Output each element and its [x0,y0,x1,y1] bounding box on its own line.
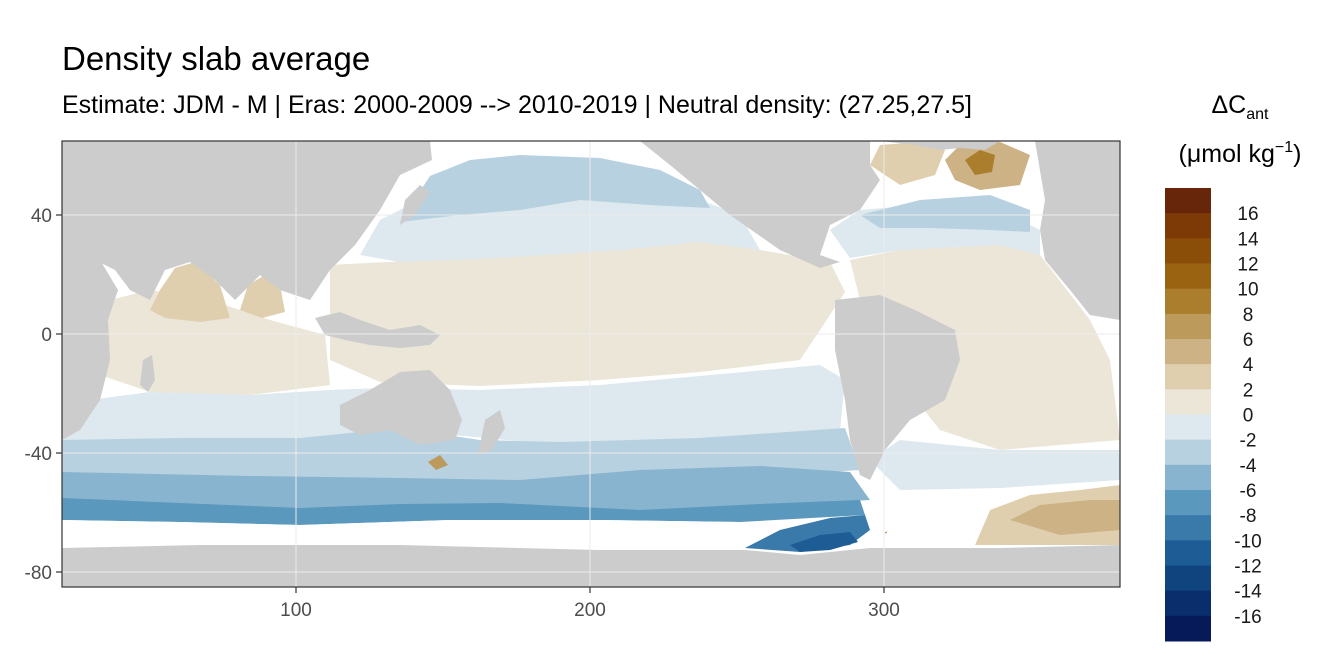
field-pacific-tropical [330,242,845,386]
panel-border [61,140,1121,588]
legend-label: -10 [1234,531,1261,552]
legend-label: -14 [1234,582,1262,603]
legend-label: -6 [1240,481,1257,502]
land [62,141,1120,587]
field-north-atlantic-blue [860,195,1030,232]
legend-bin [1165,515,1211,541]
field-southern-ocean-dark [62,466,870,512]
legend-bin [1165,389,1211,415]
legend-bin [1165,540,1211,566]
x-tick-label-200: 200 [574,600,606,621]
plot-title: Density slab average [62,40,371,77]
y-tick-label-neg80: -80 [25,563,52,584]
legend-bin [1165,263,1211,290]
legend-labels: 16 14 12 10 8 6 4 2 0 -2 -4 -6 -8 -10 -12 -14 -16 [1234,204,1262,628]
legend-bin [1165,288,1211,315]
field-antarctic-pacific-core [790,532,858,552]
legend-bin [1165,565,1211,592]
grid [62,141,1120,587]
legend-label: 4 [1243,355,1254,376]
field-southern-ocean-darker [62,498,865,525]
field-arabian-sea [150,262,230,322]
legend-unit: (μmol kg−1) [1179,139,1302,168]
legend-label: -12 [1234,557,1261,578]
legend-title: ΔCant [1211,91,1269,123]
x-axis-ticks [295,587,885,593]
legend-label: 0 [1243,406,1254,427]
legend-unit-exponent: −1 [1275,139,1293,156]
legend-label: -2 [1240,431,1257,452]
land-africa [62,250,118,440]
land-south-america [835,295,960,480]
legend-label: -8 [1240,506,1257,527]
y-tick-label-40: 40 [31,206,52,227]
land-madagascar [140,355,155,392]
plot-subtitle: Estimate: JDM - M | Eras: 2000-2009 --> … [62,91,972,119]
land-new-zealand [478,410,505,455]
field-indian-tan [95,290,330,395]
legend-bin [1165,590,1211,617]
land-eurasia [62,141,432,300]
land-australia [340,370,462,445]
legend-bin [1165,490,1211,516]
land-greenland [880,141,1000,150]
legend-label: 14 [1237,229,1259,250]
land-maritime-continent [315,312,440,348]
legend-bin [1165,414,1211,441]
y-axis-ticks [56,214,62,573]
legend-title-subscript: ant [1246,106,1269,123]
map-panel [62,141,1120,587]
legend-bin [1165,615,1211,642]
field-north-pacific-subpolar [400,155,710,222]
x-tick-label-300: 300 [868,600,900,621]
legend-bin [1165,364,1211,390]
legend-colorbar [1165,188,1211,642]
land-europe [1035,141,1120,320]
legend: ΔCant (μmol kg−1) 16 14 12 10 8 6 4 2 0 -2 -4 -6 -8 -… [1165,91,1301,642]
ocean-field [62,142,1120,552]
antarctic-no-data-band [62,520,745,548]
legend-label: 6 [1243,330,1254,351]
field-weddell-core [1010,500,1120,535]
legend-label: 10 [1237,280,1258,301]
land-north-america [640,141,880,268]
legend-label: 2 [1243,380,1254,401]
legend-bin [1165,313,1211,340]
legend-label: 12 [1237,255,1258,276]
legend-bin [1165,339,1211,365]
y-tick-label-neg40: -40 [25,444,52,465]
field-tasman-spot [428,455,448,470]
antarctic-no-data-band-atlantic [870,492,1000,548]
legend-label: -16 [1234,607,1261,628]
legend-label: -4 [1240,456,1257,477]
legend-unit-open: (μmol kg [1179,140,1275,168]
field-irminger-core [965,150,995,175]
legend-bin [1165,238,1211,264]
legend-bin [1165,213,1211,239]
legend-label: 16 [1237,204,1258,225]
legend-bin [1165,464,1211,491]
y-tick-label-0: 0 [41,325,52,346]
field-bay-of-bengal [240,275,285,318]
x-tick-label-100: 100 [280,600,312,621]
legend-label: 8 [1243,305,1254,326]
legend-bin [1165,439,1211,466]
legend-bin [1165,188,1211,214]
field-labrador-sea [870,142,945,185]
land-antarctica [62,545,1120,587]
legend-unit-close: ) [1293,140,1301,168]
legend-title-symbol: ΔC [1211,91,1246,119]
